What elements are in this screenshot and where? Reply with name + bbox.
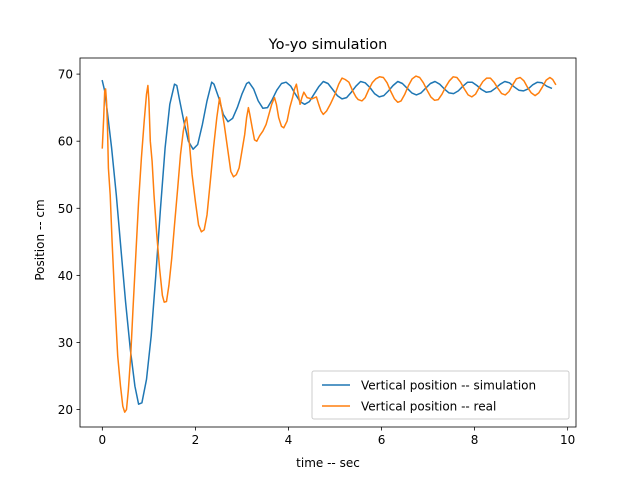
x-axis-label: time -- sec: [296, 456, 360, 470]
legend-label-real: Vertical position -- real: [361, 400, 496, 414]
x-tick-label-4: 4: [285, 433, 293, 447]
plot-area: 0 2 4 6 8 10 20 30 40 50 60 70: [58, 57, 577, 447]
x-tick-label-0: 0: [99, 433, 107, 447]
x-tick-label-8: 8: [471, 433, 479, 447]
x-tick-label-6: 6: [378, 433, 386, 447]
y-tick-label-60: 60: [58, 135, 73, 149]
y-tick-label-40: 40: [58, 269, 73, 283]
y-axis-label: Position -- cm: [33, 199, 47, 280]
y-tick-label-30: 30: [58, 336, 73, 350]
x-tick-label-2: 2: [192, 433, 200, 447]
legend-label-simulation: Vertical position -- simulation: [361, 379, 536, 393]
axes-frame: [79, 57, 577, 428]
chart-title: Yo-yo simulation: [268, 37, 388, 53]
legend-box: [311, 370, 570, 420]
y-tick-label-50: 50: [58, 202, 73, 216]
series-line-0: [101, 79, 553, 405]
x-tick-label-10: 10: [560, 433, 575, 447]
series-line-1: [101, 75, 557, 413]
y-tick-label-20: 20: [58, 403, 73, 417]
legend: Vertical position -- simulation Vertical…: [311, 370, 570, 420]
y-tick-label-70: 70: [58, 68, 73, 82]
